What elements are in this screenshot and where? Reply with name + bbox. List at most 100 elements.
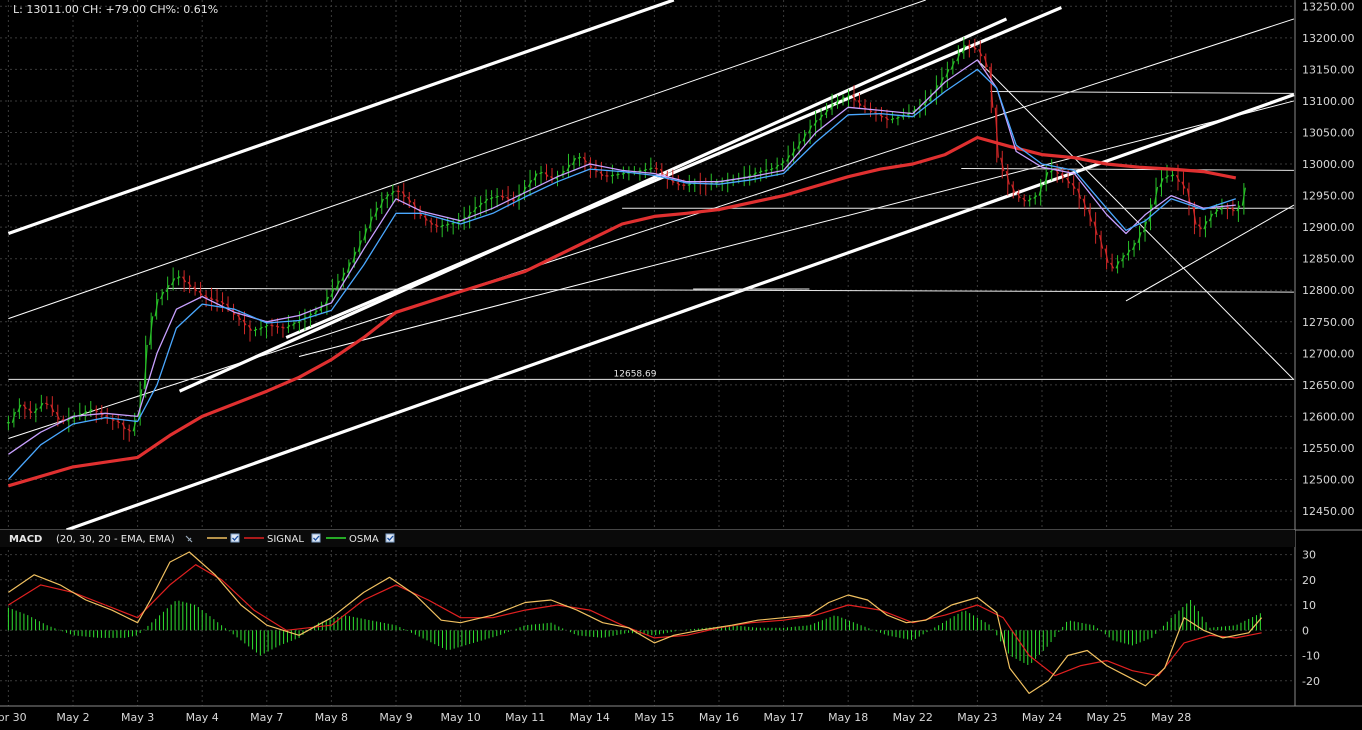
quote-readout: L: 13011.00 CH: +79.00 CH%: 0.61% (13, 3, 218, 16)
date-tick-label: May 7 (250, 711, 283, 724)
macd-header-bar (0, 530, 1295, 547)
macd-visible-checkbox[interactable] (230, 533, 240, 543)
price-bar-body (824, 109, 829, 116)
pencil-icon[interactable] (185, 535, 193, 543)
price-bar-body (193, 286, 198, 292)
price-bar-body (352, 251, 357, 263)
price-bar-body (220, 300, 225, 305)
signal-line (8, 564, 1262, 677)
price-tick-label: 12900.00 (1302, 221, 1355, 234)
price-bar-body (341, 272, 346, 281)
osma-visible-checkbox[interactable] (385, 533, 395, 543)
price-bar-body (533, 173, 538, 181)
price-bar-body (780, 161, 785, 166)
macd-tick-label: 20 (1302, 574, 1316, 587)
price-bar-body (390, 190, 395, 195)
price-bar-body (1033, 195, 1038, 199)
price-bar-body (961, 44, 966, 54)
price-bar-body (654, 167, 659, 170)
price-bar-body (275, 325, 280, 328)
price-bar-body (1115, 260, 1120, 269)
price-bar-body (1142, 221, 1148, 233)
price-bar-body (1027, 197, 1032, 202)
price-bar-body (127, 428, 132, 432)
price-tick-label: 12950.00 (1302, 190, 1355, 203)
price-bar-body (94, 408, 99, 413)
price-bar-body (808, 125, 813, 134)
macd-tick-label: 0 (1302, 624, 1309, 637)
trend-line (8, 0, 926, 320)
price-bar-body (1000, 157, 1005, 172)
signal-visible-checkbox[interactable] (311, 533, 321, 543)
price-bar-body (753, 172, 758, 176)
price-bar-body (983, 55, 988, 68)
price-bar-body (292, 322, 296, 326)
price-bar-body (1214, 209, 1219, 215)
trend-line (298, 100, 1295, 357)
check-icon (387, 535, 394, 541)
price-bar-body (1022, 197, 1027, 202)
price-bar-body (851, 94, 857, 101)
price-bar-body (1132, 242, 1137, 251)
price-bar-body (1011, 184, 1016, 193)
price-bar-body (797, 141, 802, 149)
price-bar-body (154, 298, 159, 317)
price-bar-body (440, 224, 444, 228)
price-bar-body (610, 174, 615, 177)
price-bar-body (764, 169, 768, 172)
price-bar-body (467, 211, 472, 218)
price-bar-body (830, 103, 835, 110)
price-bar-body (160, 291, 165, 300)
price-bar-body (885, 116, 889, 121)
date-tick-label: May 23 (957, 711, 997, 724)
price-bar-body (429, 220, 434, 225)
price-bar-body (616, 173, 620, 176)
price-bar-body (1165, 175, 1169, 179)
price-bar-body (264, 324, 269, 328)
price-bar-body (1071, 182, 1076, 189)
price-bar-body (923, 100, 928, 106)
price-bar-body (1088, 209, 1093, 222)
long-ma-line (7, 135, 1237, 488)
fast-ma-line (8, 59, 1236, 455)
date-tick-label: May 9 (379, 711, 412, 724)
price-bar-body (215, 299, 219, 302)
price-tick-label: 12650.00 (1302, 379, 1355, 392)
macd-tick-label: 30 (1302, 549, 1316, 562)
price-bar-body (649, 167, 653, 170)
trend-line (961, 167, 1294, 171)
price-bar-body (171, 278, 176, 286)
price-bar-body (939, 77, 944, 86)
price-bar-body (204, 294, 208, 299)
price-bar-body (357, 240, 362, 252)
price-bar-body (456, 220, 461, 224)
price-bar-body (434, 224, 439, 228)
price-bar-body (330, 288, 335, 298)
moving-averages (7, 59, 1237, 488)
trend-line (977, 59, 1295, 381)
price-bar-body (423, 215, 428, 221)
price-bar-body (1049, 169, 1054, 173)
date-axis: Apr 30 May 2 May 3 May 4 May 7 May 8 May 9 May … (0, 711, 1191, 724)
price-bar-body (945, 69, 950, 78)
price-bar-body (1126, 249, 1131, 256)
price-bar-body (55, 411, 60, 420)
level-annotation: 12658.69 (614, 369, 657, 379)
price-bar-body (374, 207, 379, 217)
price-tick-label: 12500.00 (1302, 474, 1355, 487)
price-bar-body (209, 297, 214, 301)
price-bar-body (66, 418, 71, 422)
price-tick-label: 13100.00 (1302, 95, 1355, 108)
trend-line (990, 90, 1294, 94)
price-bar-body (989, 66, 994, 108)
price-bar-body (1197, 224, 1202, 230)
price-bar-body (50, 404, 55, 413)
price-bar-body (786, 155, 791, 162)
date-tick-label: May 2 (56, 711, 89, 724)
price-bar-body (11, 411, 16, 423)
price-bar-body (259, 326, 263, 330)
price-bar-body (379, 198, 384, 208)
price-bar-body (1236, 205, 1241, 212)
date-tick-label: May 14 (570, 711, 610, 724)
price-bar-body (588, 162, 593, 168)
